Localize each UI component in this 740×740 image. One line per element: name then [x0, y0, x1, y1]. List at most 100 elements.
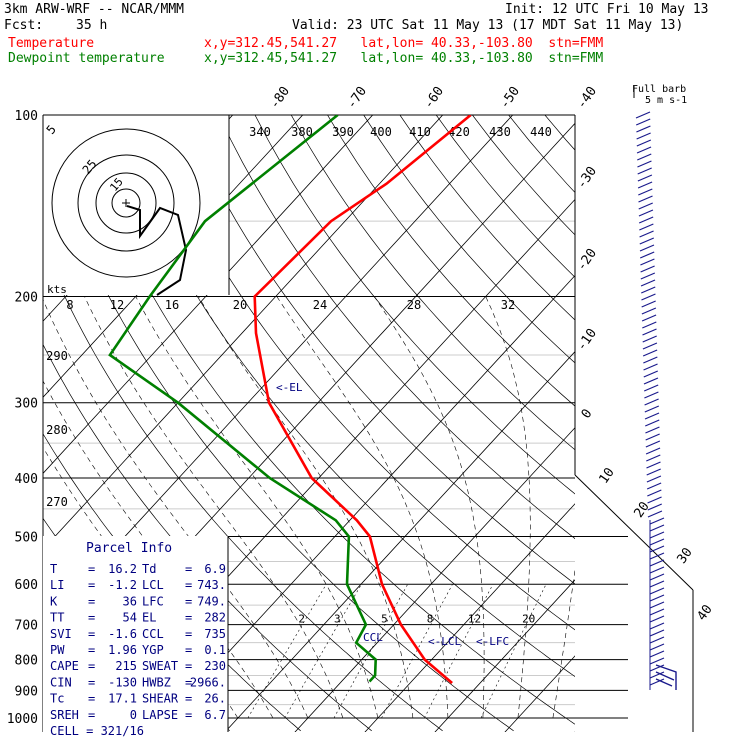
- parcel-key: LI: [50, 578, 64, 592]
- dry-adiabat: [43, 246, 443, 732]
- dry-adiabat: [363, 115, 575, 364]
- parcel-value: 6.7: [204, 708, 226, 722]
- parcel-eq: =: [185, 643, 192, 657]
- wind-barb: [649, 545, 665, 553]
- dewpoint-profile: [108, 115, 378, 683]
- wind-barb: [638, 216, 654, 224]
- temperature-legend: Temperature: [8, 36, 95, 51]
- wind-barb: [639, 244, 655, 252]
- wind-barb: [649, 524, 665, 532]
- wind-barb: [649, 622, 665, 630]
- lcl-annotation: <-LCL: [428, 635, 461, 648]
- wind-barb: [642, 321, 657, 329]
- hodograph-trace: [126, 205, 188, 296]
- speed-tick-label: 20: [233, 298, 247, 312]
- dewpoint-legend: Dewpoint temperature: [8, 51, 165, 66]
- wind-barb: [649, 552, 665, 560]
- wind-barb: [649, 615, 665, 623]
- wind-barb: [645, 440, 661, 448]
- isotherm-label: 30: [674, 545, 695, 566]
- wind-barb-low: [655, 664, 677, 690]
- wind-barb: [649, 566, 665, 574]
- pressure-tick-label: 900: [15, 684, 38, 699]
- dry-adiabat: [254, 115, 575, 495]
- wind-barb: [640, 258, 655, 266]
- isotherm-label: -80: [267, 84, 293, 112]
- wind-barb: [649, 538, 665, 546]
- hodograph-outer-ring: [51, 128, 201, 278]
- parcel-info-box: Parcel Info T = 16.2 Td = 6.9 LI = -1.2 LCL = 743. K =…: [43, 536, 229, 738]
- wind-barb: [644, 405, 660, 413]
- wind-barb: [642, 335, 657, 343]
- parcel-key: CCL: [142, 627, 164, 641]
- moist-adiabat: [552, 568, 575, 719]
- wind-barb: [647, 489, 662, 497]
- parcel-eq: =: [88, 708, 95, 722]
- speed-tick-label: 8: [66, 298, 73, 312]
- wind-barb: [636, 132, 651, 140]
- wind-barb: [647, 503, 662, 511]
- wind-barb: [636, 146, 652, 154]
- wind-barb: [637, 167, 652, 175]
- wind-barb: [644, 412, 660, 420]
- wind-barb: [640, 279, 656, 287]
- parcel-eq: =: [185, 578, 192, 592]
- dry-adiabat: [290, 115, 575, 451]
- wind-barb: [641, 286, 656, 294]
- theta-label: 410: [409, 125, 431, 139]
- wind-barb: [643, 370, 659, 378]
- isotherm-label: 10: [596, 465, 617, 486]
- wind-barb: [646, 468, 661, 476]
- model-title: 3km ARW-WRF -- NCAR/MMM: [4, 2, 185, 17]
- parcel-value: 6.9: [204, 562, 226, 576]
- wind-barb: [637, 174, 653, 182]
- parcel-value: 749.: [197, 594, 226, 608]
- hodograph-kts-label: kts: [47, 283, 67, 296]
- wind-barb: [641, 314, 657, 322]
- parcel-value: 54: [123, 611, 137, 625]
- isotherm-label: -30: [574, 164, 600, 192]
- parcel-key: EL: [142, 611, 156, 625]
- isotherm-label: -70: [344, 84, 370, 112]
- wind-barb: [649, 608, 665, 616]
- temperature-location: x,y=312.45,541.27 lat,lon= 40.33,-103.80…: [204, 36, 604, 51]
- isotherm-line: [364, 503, 575, 732]
- sounding-series: [108, 115, 472, 684]
- parcel-key: Td: [142, 562, 156, 576]
- wind-barb: [649, 580, 665, 588]
- wind-barb: [646, 454, 661, 462]
- parcel-box-bg: [43, 536, 228, 732]
- wind-barb: [642, 342, 658, 350]
- temperature-profile: [253, 115, 472, 684]
- moist-adiabat: [198, 296, 414, 719]
- hodograph-ring: [111, 188, 141, 218]
- wind-barb: [649, 587, 665, 595]
- parcel-eq: =: [185, 708, 192, 722]
- pressure-tick-label: 500: [15, 530, 38, 545]
- parcel-eq: =: [185, 627, 192, 641]
- parcel-key: LFC: [142, 594, 164, 608]
- speed-tick-label: 24: [313, 298, 327, 312]
- wind-barb: [639, 237, 655, 245]
- wind-barb: [644, 391, 659, 399]
- wind-barb: [649, 650, 665, 658]
- pressure-tick-label: 200: [15, 291, 38, 306]
- pressure-tick-label: 100: [15, 109, 38, 124]
- parcel-key: LAPSE: [142, 708, 178, 722]
- parcel-value: 1.96: [108, 643, 137, 657]
- parcel-eq: =: [88, 578, 95, 592]
- wind-barb: [638, 188, 653, 196]
- parcel-eq: =: [88, 675, 95, 689]
- isotherm-label: 40: [694, 602, 715, 623]
- parcel-cell: CELL = 321/16: [50, 724, 144, 738]
- parcel-value: 16.2: [108, 562, 137, 576]
- speed-tick-label: 32: [501, 298, 515, 312]
- wind-barb: [649, 678, 665, 686]
- dry-adiabat: [218, 115, 575, 540]
- wind-barb: [647, 510, 663, 518]
- parcel-value: 0.1: [204, 643, 226, 657]
- wind-barb: [649, 629, 665, 637]
- isotherm-line: [224, 351, 575, 732]
- speed-tick-label: 28: [407, 298, 421, 312]
